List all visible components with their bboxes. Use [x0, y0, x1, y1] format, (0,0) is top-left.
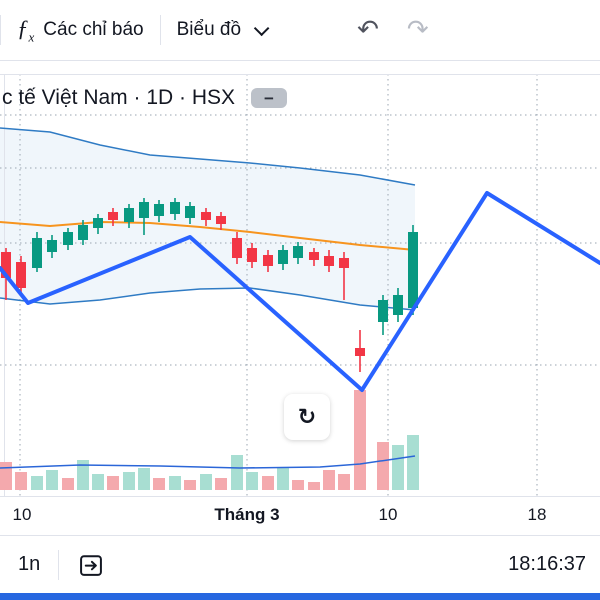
chart-pane[interactable]: c tế Việt Nam · 1D · HSX − ↻ — [0, 60, 600, 497]
bottom-accent-bar — [0, 592, 600, 600]
indicators-button[interactable]: ƒx Các chỉ báo — [1, 0, 160, 60]
x-axis-label: 10 — [12, 505, 32, 524]
collapse-button[interactable]: − — [251, 88, 288, 108]
price-chart-canvas[interactable] — [0, 60, 600, 497]
fx-indicators-icon: ƒx — [17, 15, 35, 45]
toolbar-separator — [159, 15, 161, 45]
refresh-icon: ↻ — [297, 404, 317, 430]
timeframe-button[interactable]: 1n — [0, 553, 58, 576]
undo-icon: ↶ — [357, 15, 379, 45]
x-axis-label: Tháng 3 — [214, 505, 280, 524]
redo-icon: ↷ — [406, 15, 429, 45]
refresh-button[interactable]: ↻ — [284, 394, 330, 440]
indicators-label: Các chỉ báo — [43, 19, 144, 40]
minus-icon: − — [264, 88, 274, 108]
time-axis[interactable]: 10 Tháng 3 10 18 — [0, 497, 600, 535]
chart-type-label: Biểu đồ — [176, 19, 242, 40]
bottombar-separator — [58, 549, 60, 580]
toolbar-separator — [0, 15, 1, 45]
x-axis-label: 18 — [527, 505, 547, 524]
bottom-toolbar: 1n 18:16:37 — [0, 535, 600, 593]
clock: 18:16:37 — [508, 553, 586, 575]
chart-type-button[interactable]: Biểu đồ — [161, 0, 281, 60]
x-axis-label: 10 — [378, 505, 398, 524]
undo-button[interactable]: ↶ — [343, 17, 393, 43]
calendar-goto-icon — [80, 554, 103, 576]
chevron-down-icon — [253, 20, 270, 36]
top-toolbar: ƒx Các chỉ báo Biểu đồ ↶ ↷ — [0, 0, 600, 61]
symbol-row: c tế Việt Nam · 1D · HSX − — [2, 86, 288, 110]
redo-button[interactable]: ↷ — [393, 17, 443, 43]
go-to-date-button[interactable] — [59, 551, 123, 579]
symbol-title[interactable]: c tế Việt Nam · 1D · HSX — [2, 86, 236, 109]
